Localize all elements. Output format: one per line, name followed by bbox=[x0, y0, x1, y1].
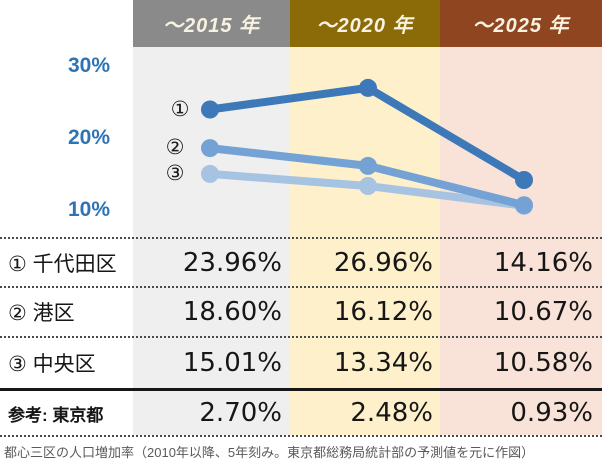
data-table: ① 千代田区 23.96% 26.96% 14.16% ② 港区 18.60% … bbox=[0, 237, 602, 437]
cell-value: 2.70% bbox=[199, 398, 282, 428]
column-header-2025: ～2025 年 bbox=[440, 0, 602, 47]
cell-value: 15.01% bbox=[182, 348, 282, 378]
y-axis-tick-10: 10% bbox=[67, 198, 110, 221]
table-row-minato: ② 港区 18.60% 16.12% 10.67% bbox=[0, 286, 602, 336]
column-header-2020: ～2020 年 bbox=[290, 0, 440, 47]
row-label: ① 千代田区 bbox=[8, 252, 117, 276]
cell-value: 14.16% bbox=[493, 247, 593, 278]
cell-value: 18.60% bbox=[182, 297, 282, 327]
cell-value: 26.96% bbox=[333, 247, 433, 278]
cell-value: 13.34% bbox=[333, 348, 433, 378]
table-row-chuo: ③ 中央区 15.01% 13.34% 10.58% bbox=[0, 336, 602, 388]
y-axis-tick-20: 20% bbox=[67, 126, 110, 149]
cell-value: 0.93% bbox=[510, 398, 593, 428]
cell-value: 23.96% bbox=[182, 247, 282, 278]
row-label: ③ 中央区 bbox=[8, 353, 96, 376]
series-label-3: ③ bbox=[165, 162, 185, 185]
column-header-2015: ～2015 年 bbox=[133, 0, 290, 47]
row-label: 参考: 東京都 bbox=[8, 405, 104, 425]
table-row-tokyo-reference: 参考: 東京都 2.70% 2.48% 0.93% bbox=[0, 388, 602, 435]
cell-value: 2.48% bbox=[350, 398, 433, 428]
series-label-1: ① bbox=[170, 98, 190, 121]
cell-value: 16.12% bbox=[333, 297, 433, 327]
y-axis-tick-30: 30% bbox=[67, 54, 110, 77]
cell-value: 10.67% bbox=[493, 297, 593, 327]
row-label: ② 港区 bbox=[8, 302, 75, 325]
table-row-chiyoda: ① 千代田区 23.96% 26.96% 14.16% bbox=[0, 237, 602, 286]
series-label-2: ② bbox=[165, 136, 185, 159]
cell-value: 10.58% bbox=[493, 348, 593, 378]
figure-caption: 都心三区の人口増加率（2010年以降、5年刻み。東京都総務局統計部の予測値を元に… bbox=[4, 445, 535, 460]
